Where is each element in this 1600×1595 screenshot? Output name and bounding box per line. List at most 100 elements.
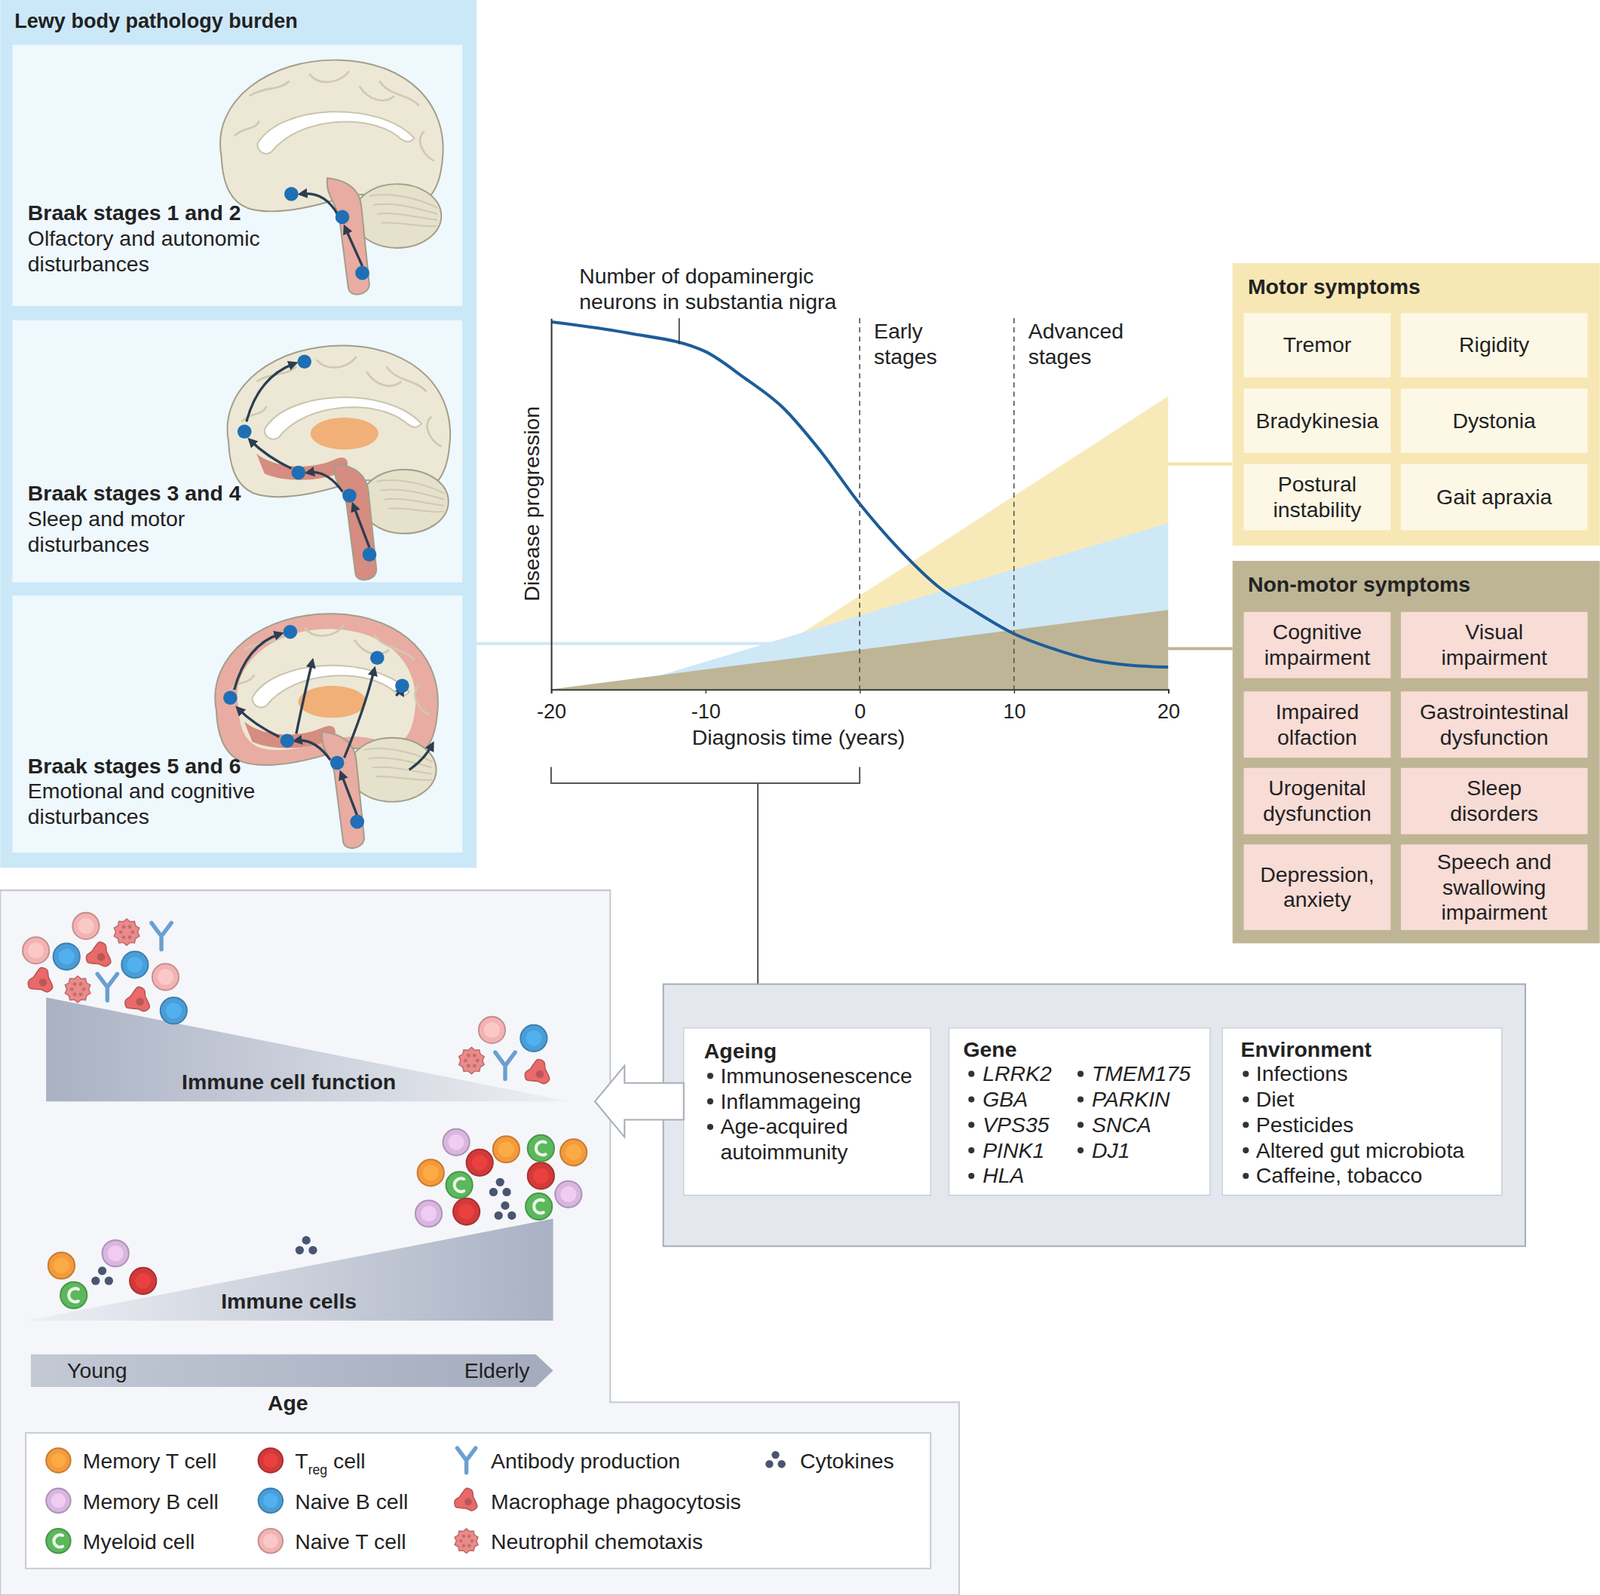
gene-name: VPS35: [982, 1112, 1050, 1138]
axis-title: Disease progression: [519, 406, 544, 602]
age-title: Age: [267, 1391, 309, 1416]
panel-background: [0, 890, 960, 1595]
risk-item: Infections: [1256, 1061, 1349, 1086]
cell-nucleus: [53, 1257, 70, 1274]
pathology-dot: [370, 650, 385, 666]
symptom-text: Impaired: [1275, 699, 1360, 724]
cytokine: [771, 1451, 779, 1460]
stage-panel: [12, 595, 463, 853]
tick: -20: [536, 689, 567, 724]
risk-item: Age-acquired: [720, 1114, 848, 1139]
annotation-text: stages: [1028, 344, 1092, 369]
cell-body: [527, 1135, 555, 1162]
pathology-dot: [330, 756, 345, 771]
tick: -10: [691, 689, 721, 724]
bullet: [1077, 1147, 1084, 1154]
risk-factors: AgeingImmunosenescenceInflammageingAge-a…: [663, 984, 1526, 1248]
cerebellum-folium: [384, 499, 445, 506]
age-label: Elderly: [464, 1358, 531, 1383]
neutrophil-granule: [119, 930, 123, 935]
cell-icon: [45, 1489, 71, 1514]
neutrophil-granule: [128, 935, 132, 940]
symptom-text: Sleep: [1466, 775, 1522, 800]
stage-title: Braak stages 3 and 4: [27, 481, 242, 506]
cell-nucleus: [420, 1205, 437, 1222]
risk-title: Ageing: [704, 1039, 777, 1064]
spread-arrow: [345, 227, 363, 266]
neutrophil: [459, 1047, 485, 1074]
cell-icon: [91, 1266, 114, 1285]
cell-body: [417, 1159, 445, 1187]
cell-icon: [417, 1159, 445, 1187]
symptom-cell: [1244, 312, 1392, 378]
symptom-cell: [1244, 612, 1392, 679]
stage-description: Emotional and cognitive: [27, 778, 256, 804]
cell-body: [527, 1162, 555, 1190]
symptom-text: Dystonia: [1452, 408, 1536, 433]
risk-item: autoimmunity: [720, 1140, 849, 1165]
neutrophil-granule: [459, 1539, 463, 1544]
symptom-box: Non-motor symptomsCognitiveimpairmentVis…: [1232, 560, 1600, 944]
gene-name: HLA: [982, 1163, 1024, 1188]
gene-name: TMEM175: [1091, 1061, 1191, 1086]
pathology-dot: [395, 679, 410, 694]
cell-body: [415, 1200, 442, 1227]
tick-label: 10: [1002, 700, 1026, 724]
tick: 20: [1157, 689, 1181, 724]
gene-name: DJ1: [1091, 1138, 1131, 1163]
cell-icon: [527, 1162, 555, 1190]
cell-body: [525, 1193, 552, 1220]
cell-icon: [45, 1529, 71, 1554]
cell-body: [478, 1017, 506, 1044]
pathology-dot: [237, 424, 252, 439]
tick-mark: [1014, 689, 1015, 694]
wedge: [45, 997, 570, 1102]
annotation-text: neurons in substantia nigra: [579, 289, 837, 314]
symptom-text: dysfunction: [1440, 725, 1549, 750]
neutrophil-granule: [466, 1063, 471, 1068]
symptom-cell: [1400, 691, 1588, 758]
wedge: [25, 1219, 553, 1322]
cell-icon: [102, 1240, 129, 1267]
brainstem: [334, 463, 377, 580]
cell-nucleus: [107, 1245, 124, 1262]
tick-label: 20: [1157, 700, 1181, 724]
gyrus: [427, 416, 442, 448]
cell-body: [152, 964, 179, 991]
cell-body: [160, 997, 187, 1024]
pathology-dot: [349, 815, 365, 830]
cell-body: [102, 1240, 129, 1267]
cell-icon: [456, 1448, 476, 1473]
cell-icon: [86, 942, 111, 967]
ageing-panel: Immune cell functionImmune cellsYoungEld…: [0, 890, 960, 1595]
neutrophil-granule: [463, 1059, 468, 1064]
cytokine: [308, 1246, 317, 1255]
symptom-text: swallowing: [1442, 875, 1546, 900]
box-background: [1232, 560, 1600, 944]
cytokine: [494, 1211, 503, 1220]
risk-item: Caffeine, tobacco: [1256, 1163, 1423, 1188]
cytokine: [489, 1188, 498, 1197]
bullet: [1077, 1071, 1084, 1078]
neutrophil-granule: [475, 1059, 480, 1064]
gene-name: GBA: [982, 1087, 1028, 1112]
macrophage: [86, 942, 111, 967]
bullet: [968, 1096, 975, 1103]
symptom-text: Postural: [1278, 472, 1357, 497]
cell-nucleus: [27, 942, 44, 959]
axis-title: Diagnosis time (years): [692, 725, 906, 750]
gyrus: [414, 685, 430, 716]
cell-icon: [459, 1047, 485, 1074]
risk-cell: [1222, 1028, 1502, 1196]
macrophage: [27, 968, 53, 993]
macrophage: [524, 1060, 549, 1085]
cerebellum-folium: [373, 204, 438, 215]
cell-nucleus: [53, 1535, 63, 1548]
cell-icon: [53, 943, 80, 970]
cell-body: [22, 937, 50, 964]
symptom-cell: [1244, 464, 1392, 531]
cell-nucleus: [165, 1002, 182, 1019]
legend-text: Memory T cell: [82, 1449, 217, 1474]
cell-icon: [22, 937, 50, 964]
symptom-text: anxiety: [1283, 887, 1352, 912]
